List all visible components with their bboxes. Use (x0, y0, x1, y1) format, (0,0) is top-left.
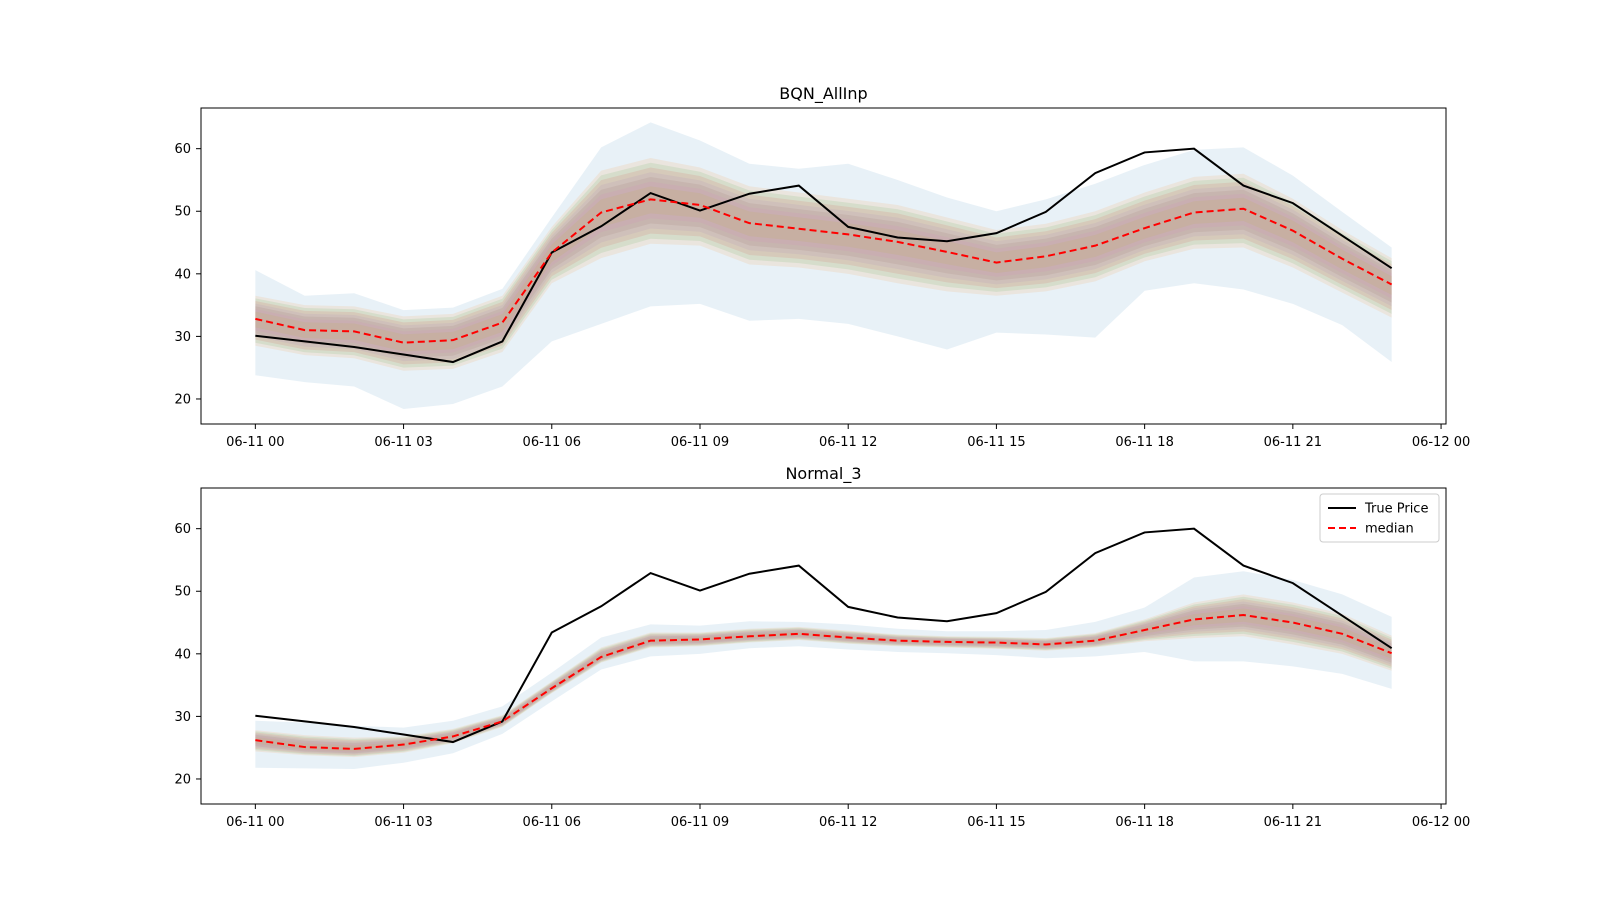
plot-frame (200, 107, 1447, 425)
x-tick-label: 06-11 00 (226, 435, 284, 450)
plot-area (255, 122, 1393, 409)
true-price-line (255, 147, 1393, 364)
y-tick-label: 20 (174, 392, 191, 407)
x-tick-label: 06-11 12 (819, 815, 877, 830)
quantile-band-6 (255, 608, 1392, 752)
x-tick-label: 06-11 09 (671, 435, 729, 450)
y-tick-label: 50 (174, 205, 191, 220)
x-tick-label: 06-12 00 (1412, 815, 1470, 830)
x-tick-label: 06-11 21 (1264, 815, 1322, 830)
quantile-band-3 (255, 601, 1392, 755)
median-line (255, 198, 1393, 344)
quantile-band-2 (255, 599, 1392, 756)
x-tick-label: 06-12 00 (1412, 435, 1470, 450)
x-tick-label: 06-11 03 (374, 815, 432, 830)
x-tick-label: 06-11 06 (523, 435, 581, 450)
x-tick-label: 06-11 00 (226, 815, 284, 830)
quantile-band-0 (255, 158, 1392, 371)
plot-frame (200, 487, 1447, 805)
quantile-band-2 (255, 167, 1392, 365)
y-tick-label: 40 (174, 267, 191, 282)
x-tick-label: 06-11 15 (967, 815, 1025, 830)
x-tick-label: 06-11 15 (967, 435, 1025, 450)
quantile-band-1 (255, 596, 1392, 757)
x-tick-label: 06-11 06 (523, 815, 581, 830)
y-tick-label: 60 (174, 142, 191, 157)
legend: True Price median (1319, 493, 1440, 543)
quantile-band-5-95 (255, 571, 1392, 769)
x-tick-label: 06-11 12 (819, 435, 877, 450)
quantile-band-1 (255, 162, 1392, 368)
x-tick-label: 06-11 18 (1115, 815, 1173, 830)
legend-box (1319, 493, 1440, 543)
y-tick-label: 30 (174, 330, 191, 345)
median-line (255, 614, 1393, 750)
true-price-line (255, 527, 1393, 744)
quantile-band-5 (255, 181, 1392, 355)
y-tick-label: 40 (174, 647, 191, 662)
x-tick-label: 06-11 18 (1115, 435, 1173, 450)
y-tick-label: 20 (174, 772, 191, 787)
chart-panel-normal-3: 20 30 40 50 60 06-11 00 06-11 03 06-11 06 06-11 … (174, 464, 1470, 830)
x-tick-label: 06-11 09 (671, 815, 729, 830)
y-tick-label: 60 (174, 522, 191, 537)
chart-panel-bqn-allinp: 20 30 40 50 60 06-11 00 06-11 03 06-11 06 06-11 … (174, 84, 1470, 450)
quantile-band-4 (255, 603, 1392, 754)
quantile-band-5-95 (255, 122, 1392, 409)
legend-label: median (1365, 522, 1414, 537)
quantile-band-0 (255, 594, 1392, 758)
y-tick-label: 50 (174, 585, 191, 600)
quantile-band-3 (255, 172, 1392, 362)
plot-area (255, 527, 1393, 769)
chart-title: BQN_AllInp (779, 84, 867, 104)
x-tick-label: 06-11 03 (374, 435, 432, 450)
quantile-band-4 (255, 176, 1392, 358)
x-tick-label: 06-11 21 (1264, 435, 1322, 450)
y-tick-label: 30 (174, 710, 191, 725)
legend-label: True Price (1364, 502, 1428, 517)
chart-title: Normal_3 (785, 464, 861, 484)
